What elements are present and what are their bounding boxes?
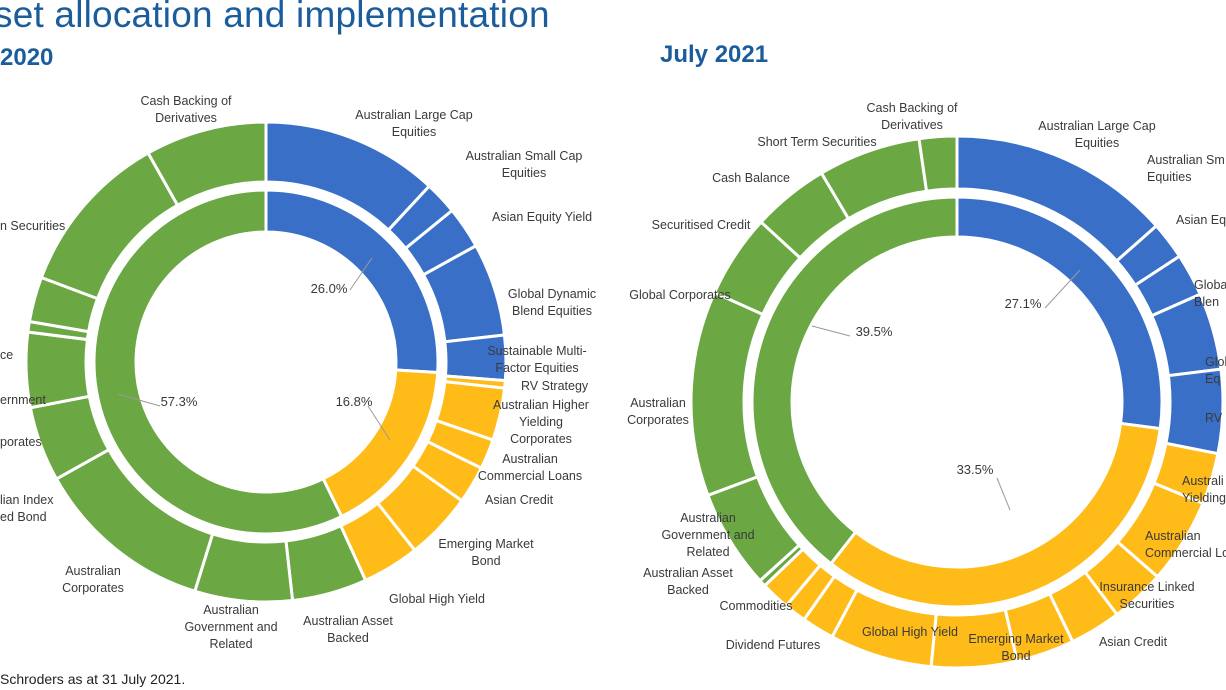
category-label-cash-backing-of-derivatives: Cash Backing of Derivatives <box>140 94 232 125</box>
category-label-australian-corporates: Australian Corporates <box>62 564 124 595</box>
percent-leader-line <box>117 393 161 407</box>
category-label-asian-equ: Asian Equ <box>1176 213 1226 227</box>
category-label-australian-government-and-related: Australian Government and Related <box>184 603 277 651</box>
category-label-cash-backing-of-derivatives: Cash Backing of Derivatives <box>866 101 958 132</box>
category-label-porates: porates <box>0 435 42 449</box>
source-note: Schroders as at 31 July 2021. <box>0 671 186 687</box>
category-label-short-term-securities: Short Term Securities <box>757 135 876 149</box>
category-label-australian-sm-equities: Australian Sm Equities <box>1147 153 1225 184</box>
category-label-rv-s: RV S <box>1205 411 1226 425</box>
percent-label: 39.5% <box>856 324 893 339</box>
category-label-global-high-yield: Global High Yield <box>389 592 485 606</box>
category-label-emerging-market-bond: Emerging Market Bond <box>438 537 534 568</box>
chart-title-2020: 2020 <box>0 44 54 71</box>
percent-label: 57.3% <box>161 394 198 409</box>
percent-leader-line <box>811 325 851 337</box>
category-label-insurance-linked-securities: Insurance Linked Securities <box>1099 580 1194 611</box>
category-label-cash-balance: Cash Balance <box>712 171 790 185</box>
category-label-australian-large-cap-equities: Australian Large Cap Equities <box>1038 119 1155 150</box>
category-label-australian-asset-backed: Australian Asset Backed <box>303 614 393 645</box>
category-label-asian-equity-yield: Asian Equity Yield <box>492 210 592 224</box>
category-label-australian-asset-backed: Australian Asset Backed <box>643 566 733 597</box>
category-label-dividend-futures: Dividend Futures <box>726 638 821 652</box>
category-label-rv-strategy: RV Strategy <box>521 379 589 393</box>
percent-leader-line <box>1044 269 1081 309</box>
outer-segment-cash-backing-of-derivatives <box>917 134 959 193</box>
percent-leader-line <box>367 405 391 441</box>
category-label-australian-government-and-related: Australian Government and Related <box>661 511 754 559</box>
category-label-emerging-market-bond: Emerging Market Bond <box>968 632 1064 663</box>
category-label-asian-credit: Asian Credit <box>485 493 554 507</box>
category-label-australian-higher-yielding-corporates: Australian Higher Yielding Corporates <box>493 398 589 446</box>
chart-title-july-2021: July 2021 <box>660 41 769 68</box>
category-label-australian-commercial-loans: Australian Commercial Loans <box>478 452 582 483</box>
category-label-commodities: Commodities <box>720 599 793 613</box>
category-label-glob-eq: GlobEq <box>1205 355 1226 386</box>
percent-label: 16.8% <box>336 394 373 409</box>
category-label-global-dynamic-blend-equities: Global Dynamic Blend Equities <box>508 287 596 318</box>
category-label-ce: ce <box>0 348 13 362</box>
inner-segment-39-5 <box>750 195 959 566</box>
category-label-globa-blen: Globa Blen <box>1194 278 1226 309</box>
category-label-asian-credit: Asian Credit <box>1099 635 1168 649</box>
category-label-australian-large-cap-equities: Australian Large Cap Equities <box>355 108 472 139</box>
category-label-australian-corporates: Australian Corporates <box>627 396 689 427</box>
category-label-n-securities: n Securities <box>0 219 65 233</box>
category-label-australian-small-cap-equities: Australian Small Cap Equities <box>466 149 583 180</box>
donut-chart-2020: 26.0% 16.8% 57.3% Cash Backing of Derivative… <box>0 94 596 651</box>
percent-leader-line <box>996 477 1011 511</box>
outer-segment-cash-backing-of-derivatives <box>146 120 268 208</box>
category-label-securitised-credit: Securitised Credit <box>652 218 751 232</box>
category-label-australian-commercial-lo: Australian Commercial Lo <box>1145 529 1226 560</box>
category-label-ernment: ernment <box>0 393 46 407</box>
page-title: set allocation and implementation <box>0 0 550 35</box>
percent-leader-line <box>349 257 373 291</box>
category-label-global-high-yield: Global High Yield <box>862 625 958 639</box>
percent-label: 26.0% <box>311 281 348 296</box>
percent-label: 33.5% <box>957 462 994 477</box>
category-label-sustainable-multi-factor-equities: Sustainable Multi-Factor Equities <box>487 344 586 375</box>
donut-chart-july-2021: 27.1% 33.5% 39.5% Cash Backing of Derivative… <box>627 101 1226 670</box>
category-label-lian-index-ed-bond: lian Index ed Bond <box>0 493 54 524</box>
inner-segment-57-3 <box>92 188 344 536</box>
category-label-global-corporates: Global Corporates <box>629 288 730 302</box>
percent-label: 27.1% <box>1005 296 1042 311</box>
